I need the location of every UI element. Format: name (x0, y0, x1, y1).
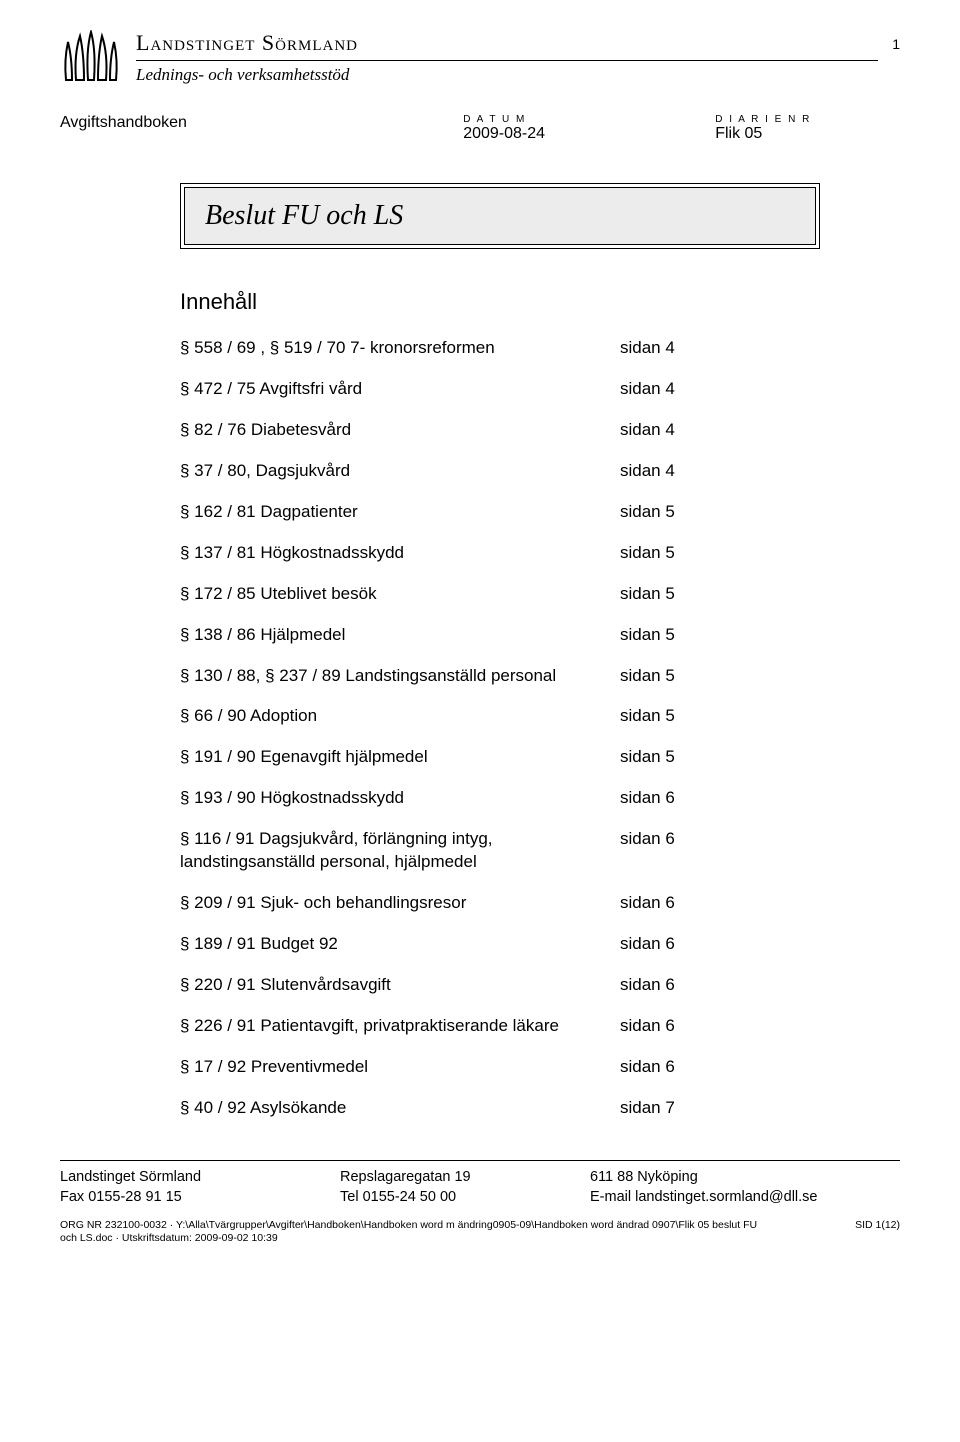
org-name: Landstinget Sörmland (136, 30, 878, 56)
toc-label: § 226 / 91 Patientavgift, privatpraktise… (180, 1015, 620, 1038)
toc-page: sidan 5 (620, 501, 675, 524)
toc-label: § 558 / 69 , § 519 / 70 7- kronorsreform… (180, 337, 620, 360)
footer-page-count: SID 1(12) (855, 1219, 900, 1246)
footer-fax: Fax 0155-28 91 15 (60, 1189, 340, 1205)
footer: Landstinget Sörmland Repslagaregatan 19 … (60, 1160, 900, 1246)
toc-label: § 138 / 86 Hjälpmedel (180, 624, 620, 647)
toc-row: § 191 / 90 Egenavgift hjälpmedelsidan 5 (180, 746, 900, 769)
diary-caption: D I A R I E N R (715, 114, 900, 125)
toc-row: § 472 / 75 Avgiftsfri vårdsidan 4 (180, 378, 900, 401)
footer-city: 611 88 Nyköping (590, 1169, 900, 1185)
toc-row: § 220 / 91 Slutenvårdsavgiftsidan 6 (180, 974, 900, 997)
toc-row: § 17 / 92 Preventivmedelsidan 6 (180, 1056, 900, 1079)
toc-row: § 137 / 81 Högkostnadsskyddsidan 5 (180, 542, 900, 565)
page-number-top: 1 (892, 30, 900, 52)
toc-page: sidan 6 (620, 933, 675, 956)
toc-label: § 220 / 91 Slutenvårdsavgift (180, 974, 620, 997)
diary-value: Flik 05 (715, 125, 900, 143)
org-subtitle: Lednings- och verksamhetsstöd (136, 65, 878, 85)
toc-label: § 193 / 90 Högkostnadsskydd (180, 787, 620, 810)
footer-fineprint: ORG NR 232100-0032 · Y:\Alla\Tvärgrupper… (60, 1219, 760, 1246)
toc-page: sidan 5 (620, 746, 675, 769)
title-box: Beslut FU och LS (180, 183, 820, 249)
footer-tel: Tel 0155-24 50 00 (340, 1189, 590, 1205)
toc-page: sidan 5 (620, 542, 675, 565)
document-meta: Avgiftshandboken D A T U M 2009-08-24 D … (60, 114, 900, 143)
toc-row: § 37 / 80, Dagsjukvårdsidan 4 (180, 460, 900, 483)
footer-street: Repslagaregatan 19 (340, 1169, 590, 1185)
toc-row: § 193 / 90 Högkostnadsskyddsidan 6 (180, 787, 900, 810)
date-value: 2009-08-24 (463, 125, 715, 143)
toc-label: § 17 / 92 Preventivmedel (180, 1056, 620, 1079)
toc-label: § 130 / 88, § 237 / 89 Landstingsanställ… (180, 665, 620, 688)
toc-label: § 189 / 91 Budget 92 (180, 933, 620, 956)
toc-label: § 116 / 91 Dagsjukvård, förlängning inty… (180, 828, 620, 874)
toc-label: § 40 / 92 Asylsökande (180, 1097, 620, 1120)
toc-label: § 37 / 80, Dagsjukvård (180, 460, 620, 483)
toc-page: sidan 4 (620, 378, 675, 401)
toc-label: § 191 / 90 Egenavgift hjälpmedel (180, 746, 620, 769)
toc-row: § 40 / 92 Asylsökandesidan 7 (180, 1097, 900, 1120)
toc-row: § 209 / 91 Sjuk- och behandlingsresorsid… (180, 892, 900, 915)
toc-page: sidan 5 (620, 624, 675, 647)
toc-page: sidan 5 (620, 705, 675, 728)
toc-page: sidan 6 (620, 1015, 675, 1038)
toc-row: § 130 / 88, § 237 / 89 Landstingsanställ… (180, 665, 900, 688)
toc-label: § 172 / 85 Uteblivet besök (180, 583, 620, 606)
toc-page: sidan 6 (620, 974, 675, 997)
toc-label: § 82 / 76 Diabetesvård (180, 419, 620, 442)
toc-page: sidan 6 (620, 787, 675, 810)
toc-page: sidan 4 (620, 460, 675, 483)
logo-icon (60, 30, 122, 88)
toc-page: sidan 4 (620, 337, 675, 360)
footer-rule (60, 1160, 900, 1161)
section-heading: Innehåll (180, 289, 900, 315)
letterhead: Landstinget Sörmland Lednings- och verks… (60, 30, 900, 88)
toc-label: § 137 / 81 Högkostnadsskydd (180, 542, 620, 565)
toc-row: § 226 / 91 Patientavgift, privatpraktise… (180, 1015, 900, 1038)
toc-label: § 209 / 91 Sjuk- och behandlingsresor (180, 892, 620, 915)
toc-row: § 138 / 86 Hjälpmedelsidan 5 (180, 624, 900, 647)
toc-page: sidan 7 (620, 1097, 675, 1120)
toc-label: § 162 / 81 Dagpatienter (180, 501, 620, 524)
toc-row: § 172 / 85 Uteblivet besöksidan 5 (180, 583, 900, 606)
toc-page: sidan 5 (620, 665, 675, 688)
toc-page: sidan 6 (620, 828, 675, 874)
toc-page: sidan 4 (620, 419, 675, 442)
toc-page: sidan 6 (620, 1056, 675, 1079)
toc-row: § 116 / 91 Dagsjukvård, förlängning inty… (180, 828, 900, 874)
date-caption: D A T U M (463, 114, 715, 125)
toc-label: § 66 / 90 Adoption (180, 705, 620, 728)
toc-row: § 66 / 90 Adoptionsidan 5 (180, 705, 900, 728)
handbook-label: Avgiftshandboken (60, 114, 463, 143)
toc-row: § 558 / 69 , § 519 / 70 7- kronorsreform… (180, 337, 900, 360)
footer-org: Landstinget Sörmland (60, 1169, 340, 1185)
footer-email: E-mail landstinget.sormland@dll.se (590, 1189, 900, 1205)
toc-page: sidan 5 (620, 583, 675, 606)
toc-row: § 189 / 91 Budget 92sidan 6 (180, 933, 900, 956)
toc-label: § 472 / 75 Avgiftsfri vård (180, 378, 620, 401)
toc-page: sidan 6 (620, 892, 675, 915)
table-of-contents: § 558 / 69 , § 519 / 70 7- kronorsreform… (180, 337, 900, 1120)
toc-row: § 82 / 76 Diabetesvårdsidan 4 (180, 419, 900, 442)
document-title: Beslut FU och LS (184, 187, 816, 245)
toc-row: § 162 / 81 Dagpatientersidan 5 (180, 501, 900, 524)
